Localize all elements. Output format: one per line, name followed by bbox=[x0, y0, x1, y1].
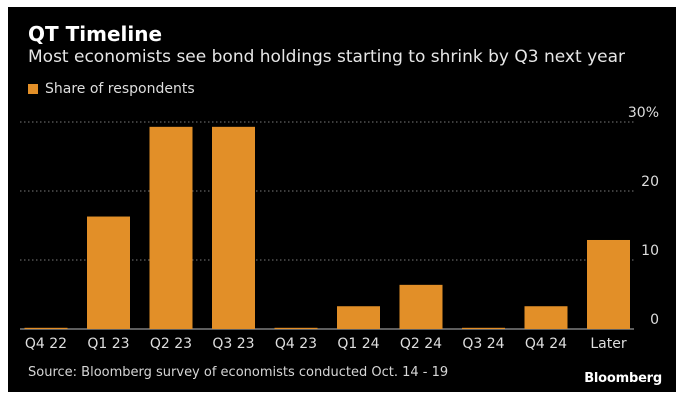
legend-label: Share of respondents bbox=[45, 81, 195, 97]
x-tick-label: Q4 24 bbox=[525, 336, 567, 352]
x-tick-labels: Q4 22 Q1 23 Q2 23 Q3 23 Q4 23 Q1 24 Q2 24 Q3 24… bbox=[25, 336, 627, 352]
bars bbox=[24, 126, 630, 329]
bar bbox=[149, 126, 193, 329]
bar bbox=[462, 327, 505, 329]
bar bbox=[587, 239, 630, 329]
x-tick-label: Q3 24 bbox=[462, 336, 504, 352]
legend-swatch bbox=[28, 84, 38, 94]
y-tick-label: 20 bbox=[641, 174, 659, 190]
x-tick-label: Q4 22 bbox=[25, 336, 67, 352]
y-tick-label: 30% bbox=[628, 105, 659, 121]
bar bbox=[274, 327, 318, 329]
bar bbox=[337, 306, 380, 329]
x-tick-label: Q3 23 bbox=[212, 336, 254, 352]
y-tick-labels: 0 10 20 30% bbox=[628, 105, 659, 328]
bar bbox=[87, 216, 130, 329]
chart-card: QT Timeline Most economists see bond hol… bbox=[8, 7, 676, 392]
bar bbox=[524, 306, 568, 329]
x-tick-label: Q2 24 bbox=[400, 336, 442, 352]
bar bbox=[399, 284, 443, 329]
y-tick-label: 0 bbox=[650, 312, 659, 328]
x-tick-label: Q4 23 bbox=[275, 336, 317, 352]
chart-title: QT Timeline bbox=[28, 22, 163, 46]
source-note: Source: Bloomberg survey of economists c… bbox=[28, 365, 449, 380]
bar bbox=[212, 126, 255, 329]
x-tick-label: Q1 24 bbox=[337, 336, 379, 352]
legend: Share of respondents bbox=[28, 80, 195, 98]
bloomberg-logo: Bloomberg bbox=[584, 371, 662, 386]
bar bbox=[24, 327, 68, 329]
x-tick-label: Q2 23 bbox=[150, 336, 192, 352]
chart-subtitle: Most economists see bond holdings starti… bbox=[28, 47, 625, 67]
x-tick-label: Later bbox=[590, 336, 626, 352]
x-tick-label: Q1 23 bbox=[87, 336, 129, 352]
y-tick-label: 10 bbox=[641, 243, 659, 259]
